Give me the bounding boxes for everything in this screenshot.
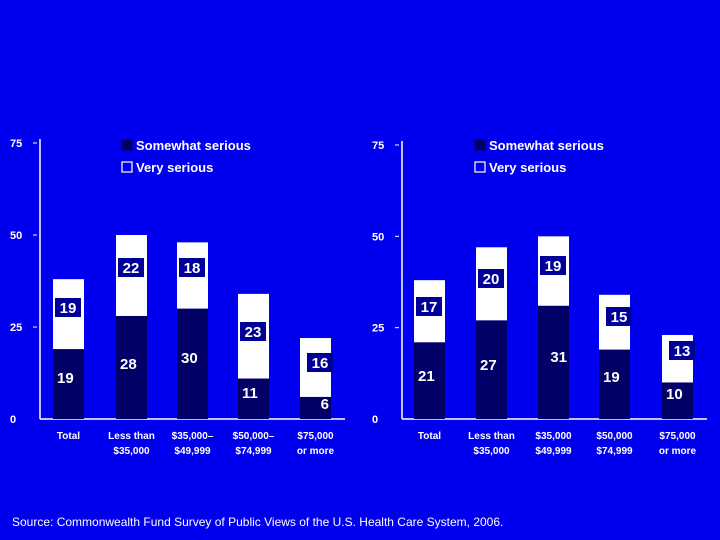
data-label-somewhat-serious: 19 [57, 370, 74, 387]
x-category-label: Less than [108, 431, 155, 442]
data-label-box [478, 269, 504, 288]
data-label-somewhat-serious: 6 [321, 396, 329, 413]
data-label-somewhat-serious: 11 [242, 385, 258, 402]
data-label-box [118, 258, 144, 277]
legend-swatch-somewhat-serious [121, 139, 133, 151]
y-tick-label: 75 [372, 140, 384, 152]
data-label-box [240, 322, 266, 341]
legend-label: Very serious [489, 160, 566, 175]
x-category-label: $74,999 [596, 446, 633, 457]
bar-somewhat-serious [599, 349, 630, 419]
x-category-label: Less than [468, 431, 515, 442]
y-tick-label: 25 [372, 323, 384, 335]
legend-label: Somewhat serious [136, 138, 251, 153]
x-category-label: $35,000 [473, 446, 510, 457]
data-label-very-serious: 22 [123, 260, 140, 277]
x-category-label: $74,999 [235, 446, 272, 457]
y-tick-label: 0 [10, 414, 16, 426]
x-category-label: Total [418, 431, 441, 442]
data-label-somewhat-serious: 10 [666, 386, 683, 403]
x-category-label: or more [659, 446, 697, 457]
x-category-label: $50,000– [233, 431, 275, 442]
data-label-box [540, 256, 566, 275]
legend-label: Somewhat serious [489, 138, 604, 153]
data-label-somewhat-serious: 27 [480, 357, 497, 374]
bar-somewhat-serious [476, 320, 507, 419]
data-label-box [307, 353, 333, 372]
legend-swatch-very-serious [121, 161, 133, 173]
data-label-somewhat-serious: 19 [603, 369, 620, 386]
legend-label: Very serious [136, 160, 213, 175]
x-category-label: $75,000 [659, 431, 696, 442]
x-category-label: $35,000– [172, 431, 214, 442]
data-label-box [416, 297, 442, 316]
data-label-very-serious: 17 [421, 299, 438, 316]
data-label-very-serious: 16 [312, 355, 329, 372]
bar-somewhat-serious [238, 378, 269, 419]
y-tick-label: 25 [10, 322, 22, 334]
data-label-very-serious: 23 [245, 324, 262, 341]
data-label-very-serious: 19 [60, 300, 77, 317]
x-category-label: $35,000 [113, 446, 150, 457]
chart-panel-1: 0 25 50 75 Somewhat serious Very serious 19 19 T… [10, 138, 345, 457]
y-tick-label: 50 [10, 230, 22, 242]
bar-somewhat-serious [538, 305, 569, 419]
data-label-very-serious: 15 [611, 309, 628, 326]
data-label-very-serious: 20 [483, 271, 500, 288]
bar-somewhat-serious [662, 382, 693, 419]
data-label-box [55, 298, 81, 317]
legend-swatch-very-serious [474, 161, 486, 173]
legend: Somewhat serious Very serious [474, 138, 604, 175]
y-tick-label: 50 [372, 231, 384, 243]
x-category-label: Total [57, 431, 80, 442]
data-label-somewhat-serious: 21 [418, 368, 435, 385]
data-label-box [179, 258, 205, 277]
x-category-label: $75,000 [297, 431, 334, 442]
data-label-somewhat-serious: 28 [120, 356, 137, 373]
legend-swatch-somewhat-serious [474, 139, 486, 151]
chart-panel-2: 0 25 50 75 Somewhat serious Very serious 21 17 T… [372, 138, 707, 457]
y-tick-label: 0 [372, 414, 378, 426]
x-category-label: $49,999 [174, 446, 211, 457]
x-category-label: $35,000 [535, 431, 572, 442]
data-label-box [606, 307, 632, 326]
bar-somewhat-serious [300, 396, 331, 419]
x-category-label: $49,999 [535, 446, 572, 457]
bar-somewhat-serious [177, 308, 208, 419]
data-label-somewhat-serious: 31 [550, 349, 567, 366]
legend: Somewhat serious Very serious [121, 138, 251, 175]
bar-somewhat-serious [53, 349, 84, 419]
x-category-label: $50,000 [596, 431, 633, 442]
data-label-very-serious: 18 [184, 260, 201, 277]
data-label-very-serious: 13 [674, 343, 691, 360]
data-label-box [669, 341, 695, 360]
data-label-somewhat-serious: 30 [181, 350, 198, 367]
bar-somewhat-serious [116, 315, 147, 419]
y-tick-label: 75 [10, 138, 22, 150]
x-category-label: or more [297, 446, 335, 457]
bar-somewhat-serious [414, 342, 445, 419]
source-note: Source: Commonwealth Fund Survey of Publ… [12, 515, 504, 529]
data-label-very-serious: 19 [545, 258, 562, 275]
